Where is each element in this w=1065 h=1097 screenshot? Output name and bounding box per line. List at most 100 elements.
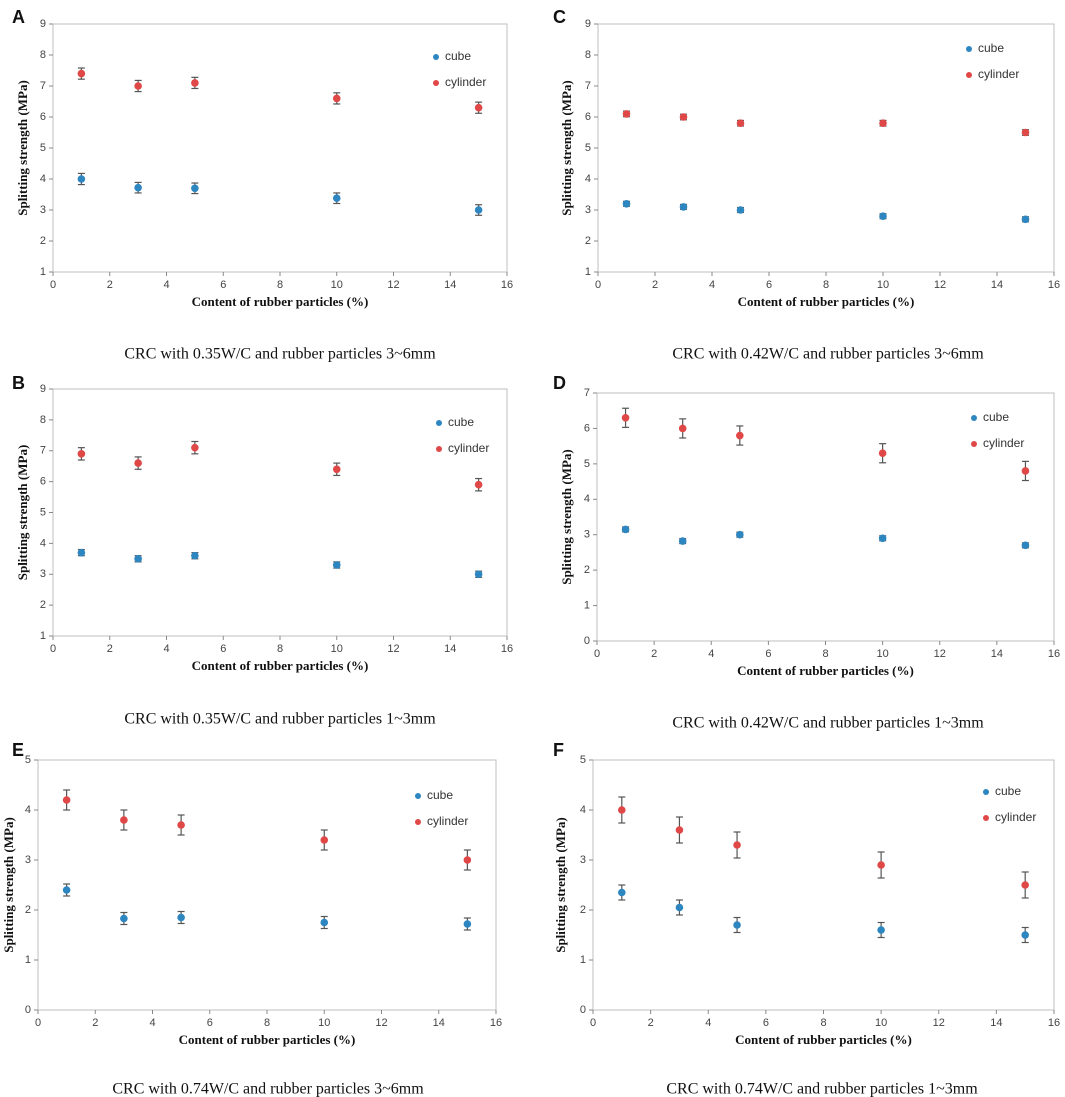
legend-marker-cylinder [971, 441, 977, 447]
data-point-cylinder [62, 796, 71, 804]
legend-label-cylinder: cylinder [995, 810, 1036, 824]
legend-marker-cube [433, 54, 439, 60]
data-point-cylinder [736, 119, 745, 127]
data-point-cube [877, 926, 885, 934]
panel-caption: CRC with 0.74W/C and rubber particles 3~… [112, 1081, 424, 1097]
x-tick-label: 6 [763, 1017, 769, 1029]
y-tick-label: 8 [40, 49, 46, 61]
y-tick-label: 5 [40, 142, 46, 154]
x-tick-label: 16 [1048, 648, 1060, 660]
x-tick-label: 0 [590, 1017, 596, 1029]
data-point-cube [77, 548, 86, 557]
panel-caption: CRC with 0.35W/C and rubber particles 1~… [124, 711, 436, 728]
legend-label-cube: cube [995, 784, 1021, 798]
plot-frame [52, 23, 508, 273]
legend-marker-cylinder [436, 446, 442, 452]
x-tick-label: 2 [107, 643, 113, 655]
x-tick-label: 16 [501, 643, 513, 655]
x-tick-label: 6 [766, 279, 772, 291]
y-tick-label: 4 [580, 804, 586, 816]
data-point-cylinder [1021, 467, 1030, 475]
x-tick-label: 2 [651, 648, 657, 660]
x-tick-label: 4 [705, 1017, 711, 1029]
data-point-cube [62, 886, 71, 894]
x-tick-label: 2 [107, 279, 113, 291]
data-point-cube [1021, 931, 1029, 939]
legend-marker-cylinder [983, 815, 989, 821]
y-tick-label: 4 [585, 173, 591, 185]
x-tick-label: 4 [163, 279, 169, 291]
x-tick-label: 16 [1048, 279, 1060, 291]
x-tick-label: 12 [933, 1017, 945, 1029]
data-point-cube [879, 212, 887, 220]
y-tick-label: 0 [580, 1004, 586, 1016]
data-point-cylinder [678, 424, 687, 433]
data-point-cylinder [675, 826, 684, 834]
legend-marker-cube [415, 793, 421, 799]
x-tick-label: 10 [877, 279, 889, 291]
x-tick-label: 2 [92, 1017, 98, 1029]
legend-label-cylinder: cylinder [445, 75, 486, 89]
data-point-cube [120, 914, 128, 923]
x-tick-label: 4 [149, 1017, 155, 1029]
x-axis-title: Content of rubber particles (%) [737, 663, 914, 678]
x-tick-label: 0 [594, 648, 600, 660]
panel-letter: B [12, 373, 25, 393]
data-point-cube [134, 183, 142, 192]
y-tick-label: 3 [25, 854, 31, 866]
plot-frame [597, 23, 1055, 273]
y-tick-label: 1 [580, 954, 586, 966]
panel-letter: A [12, 7, 25, 27]
x-tick-label: 8 [823, 279, 829, 291]
y-tick-label: 2 [40, 599, 46, 611]
data-point-cube [474, 206, 483, 214]
data-point-cylinder [134, 459, 142, 467]
y-tick-label: 4 [25, 804, 31, 816]
x-tick-label: 4 [708, 648, 714, 660]
y-tick-label: 2 [580, 904, 586, 916]
y-tick-label: 6 [40, 476, 46, 488]
legend-label-cube: cube [978, 41, 1004, 55]
y-axis-title: Splitting strength (MPa) [553, 817, 568, 953]
y-axis-title: Splitting strength (MPa) [559, 80, 574, 216]
y-tick-label: 1 [40, 266, 46, 278]
y-tick-label: 5 [584, 458, 590, 470]
data-point-cube [736, 206, 745, 214]
y-tick-label: 1 [584, 599, 590, 611]
data-point-cylinder [177, 821, 185, 829]
y-tick-label: 2 [585, 235, 591, 247]
x-axis-title: Content of rubber particles (%) [179, 1032, 356, 1047]
data-point-cylinder [332, 465, 341, 474]
y-tick-label: 8 [585, 49, 591, 61]
x-axis-title: Content of rubber particles (%) [738, 294, 915, 309]
y-axis-title: Splitting strength (MPa) [559, 449, 574, 585]
data-point-cylinder [191, 79, 199, 87]
data-point-cube [878, 534, 887, 543]
data-point-cylinder [1021, 128, 1030, 137]
data-point-cylinder [679, 113, 688, 121]
x-tick-label: 8 [822, 648, 828, 660]
legend-label-cylinder: cylinder [983, 436, 1024, 450]
y-tick-label: 0 [25, 1004, 31, 1016]
x-tick-label: 14 [444, 643, 456, 655]
x-tick-label: 8 [277, 643, 283, 655]
data-point-cube [191, 184, 199, 193]
y-tick-label: 4 [40, 537, 46, 549]
y-tick-label: 2 [40, 235, 46, 247]
x-tick-label: 4 [709, 279, 715, 291]
data-point-cylinder [332, 94, 341, 103]
legend-label-cube: cube [445, 49, 471, 63]
y-tick-label: 4 [40, 173, 46, 185]
data-point-cube [679, 203, 688, 211]
data-point-cylinder [120, 816, 128, 824]
x-tick-label: 8 [264, 1017, 270, 1029]
y-tick-label: 6 [585, 111, 591, 123]
data-point-cube [332, 561, 341, 569]
x-tick-label: 6 [220, 643, 226, 655]
data-point-cube [77, 175, 86, 183]
data-point-cylinder [134, 82, 142, 90]
x-tick-label: 4 [163, 643, 169, 655]
